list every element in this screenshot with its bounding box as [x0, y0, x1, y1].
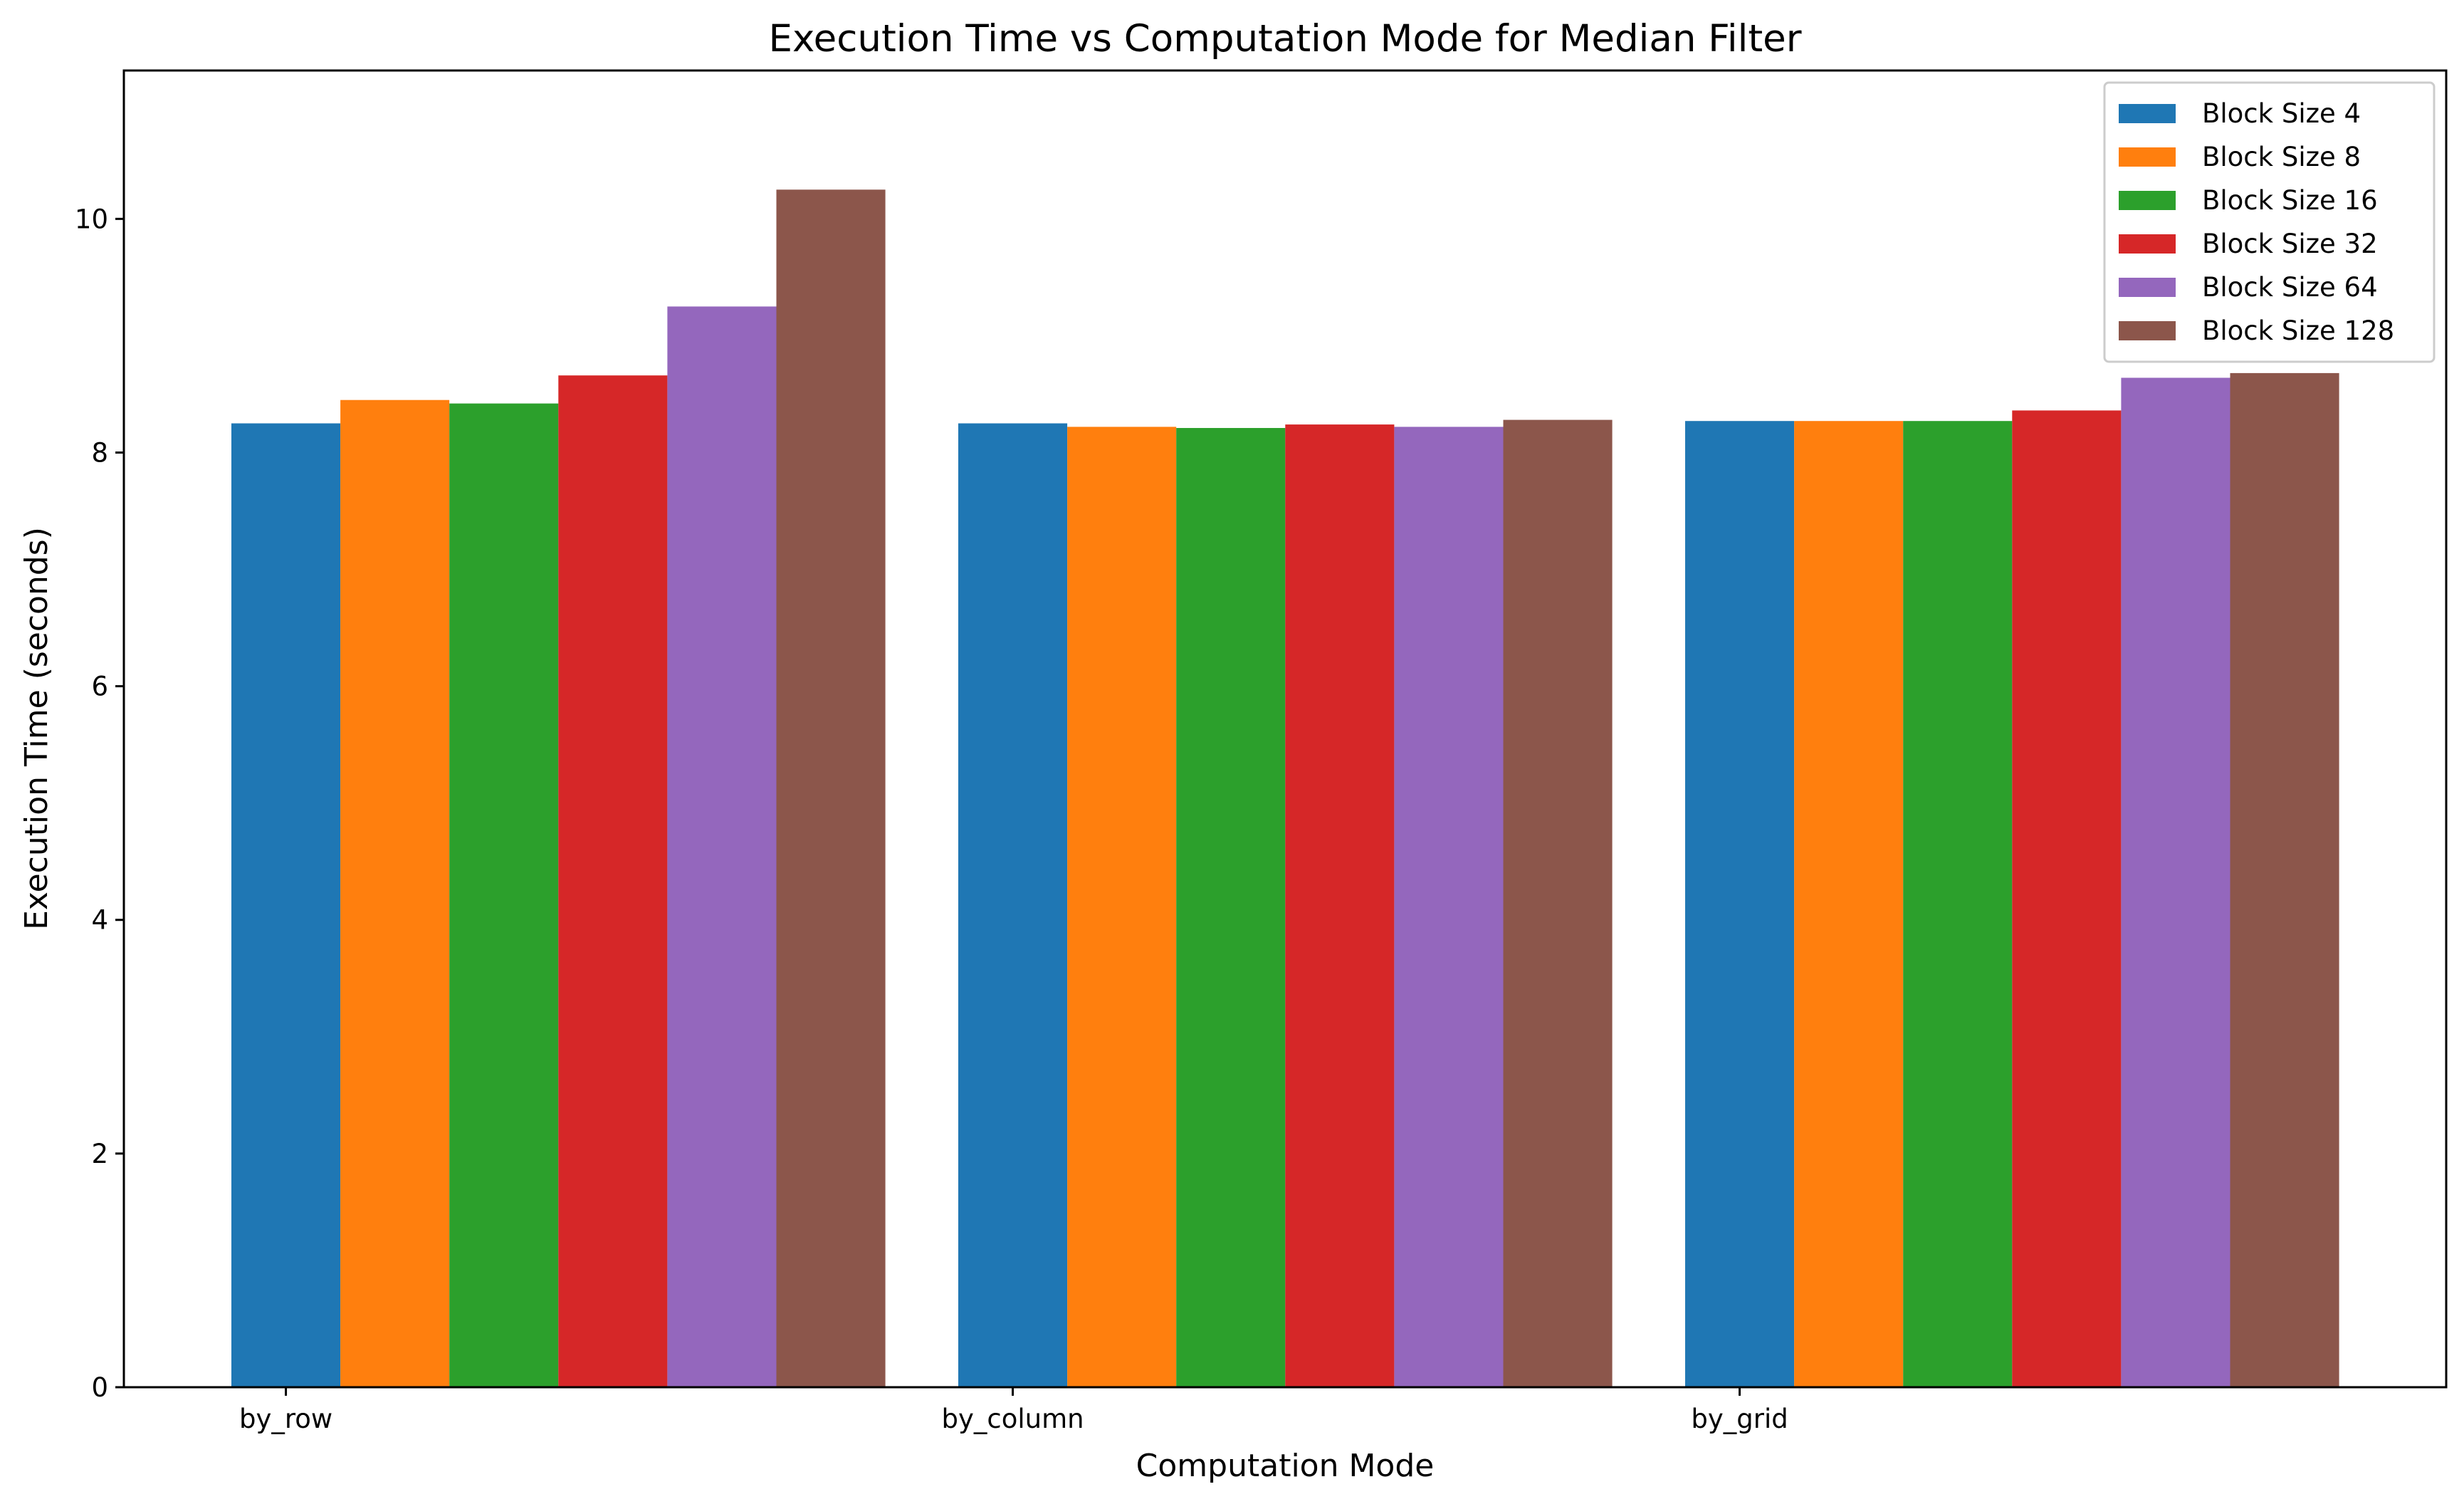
bar-by_grid-series-2: [1903, 421, 2013, 1388]
bar-by_row-series-5: [776, 189, 886, 1387]
x-axis-label: Computation Mode: [1136, 1448, 1435, 1484]
legend-label: Block Size 64: [2202, 272, 2378, 303]
y-tick-label: 8: [91, 437, 108, 468]
bar-by_row-series-2: [449, 403, 559, 1387]
legend-swatch: [2119, 234, 2176, 254]
y-tick-label: 6: [91, 672, 108, 702]
y-tick-label: 10: [75, 204, 108, 234]
x-tick-label: by_row: [239, 1404, 332, 1434]
y-axis-label: Execution Time (seconds): [19, 527, 55, 930]
chart-title: Execution Time vs Computation Mode for M…: [768, 17, 1801, 61]
bar-by_grid-series-1: [1794, 421, 1904, 1388]
bar-by_column-series-4: [1394, 427, 1504, 1387]
bar-by_grid-series-4: [2121, 377, 2230, 1387]
y-axis-ticks: 0 2 4 6 8 10: [75, 204, 124, 1403]
legend-swatch: [2119, 321, 2176, 340]
legend-label: Block Size 4: [2202, 98, 2361, 129]
legend-label: Block Size 8: [2202, 142, 2361, 172]
x-tick-label: by_column: [942, 1404, 1084, 1434]
bar-by_column-series-0: [958, 423, 1068, 1387]
bar-by_row-series-3: [558, 375, 668, 1388]
bar-by_grid-series-5: [2230, 372, 2339, 1387]
y-tick-label: 2: [91, 1139, 108, 1169]
bar-by_column-series-2: [1176, 428, 1286, 1387]
bar-by_row-series-1: [340, 400, 450, 1388]
legend-swatch: [2119, 147, 2176, 167]
bar-by_row-series-0: [231, 423, 341, 1387]
bars-group: [231, 189, 2339, 1388]
y-tick-label: 0: [91, 1372, 108, 1403]
legend-label: Block Size 16: [2202, 185, 2378, 216]
legend: Block Size 4 Block Size 8 Block Size 16 Blo…: [2103, 81, 2436, 363]
bar-by_grid-series-0: [1685, 421, 1795, 1388]
bar-by_column-series-5: [1503, 419, 1613, 1387]
x-tick-label: by_grid: [1691, 1404, 1788, 1434]
bar-by_column-series-3: [1285, 424, 1395, 1387]
legend-swatch: [2119, 104, 2176, 123]
y-tick-label: 4: [91, 905, 108, 936]
legend-swatch: [2119, 278, 2176, 297]
bar-by_column-series-1: [1067, 427, 1177, 1387]
legend-label: Block Size 32: [2202, 229, 2378, 259]
legend-frame: [2103, 81, 2436, 363]
bar-by_grid-series-3: [2012, 410, 2122, 1387]
legend-swatch: [2119, 191, 2176, 210]
legend-label: Block Size 128: [2202, 315, 2394, 346]
bar-by_row-series-4: [667, 306, 777, 1387]
x-axis-ticks: by_row by_column by_grid: [239, 1387, 1788, 1434]
plot-area-frame: [122, 69, 2448, 1389]
